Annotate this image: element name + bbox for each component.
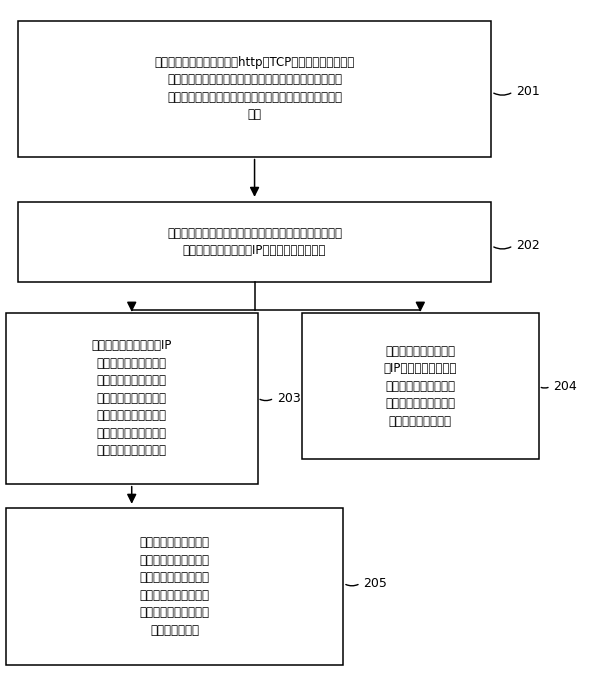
Text: 205: 205 bbox=[363, 577, 387, 590]
Text: 识别该移动终端中的访问请求，识别所述访问请求是否同
时包含所述移动终端的IP地址和所述传输端口: 识别该移动终端中的访问请求，识别所述访问请求是否同 时包含所述移动终端的IP地址… bbox=[167, 227, 342, 257]
FancyBboxPatch shape bbox=[18, 21, 491, 157]
Text: 在所述服务器响应该长
连接请求并建立长连接
后，将所述访问请求进
行协议适配处理通过所
述长连接发送至该服务
器进行数据通信: 在所述服务器响应该长 连接请求并建立长连接 后，将所述访问请求进 行协议适配处理… bbox=[140, 536, 210, 637]
Text: 203: 203 bbox=[277, 392, 301, 404]
FancyBboxPatch shape bbox=[302, 313, 539, 459]
Text: 对识别出同时包含所述IP
地址和传输端口的所述
访问请求启动对应的所
述本地联网服务，并生
成至少一个长连接请求
发送至与该本地联网服
务相关联的所述服务器: 对识别出同时包含所述IP 地址和传输端口的所述 访问请求启动对应的所 述本地联网… bbox=[92, 340, 172, 457]
Text: 监测移动终端中的多个基于http和TCP协议的访问请求，并
根据所述联网进程相关联的服务器针对所述移动终端所绑
定设置的传输端口在该移动终端中创建相匹配的本地联: 监测移动终端中的多个基于http和TCP协议的访问请求，并 根据所述联网进程相关… bbox=[155, 56, 355, 122]
Text: 201: 201 bbox=[516, 86, 540, 98]
Text: 204: 204 bbox=[554, 380, 577, 393]
FancyBboxPatch shape bbox=[6, 508, 343, 665]
Text: 对识别出不同时包含所
述IP地址和传输端口的
所述访问请求，启动所
述移动终端中的所述传
输端口进行数据通信: 对识别出不同时包含所 述IP地址和传输端口的 所述访问请求，启动所 述移动终端中… bbox=[384, 345, 457, 428]
Text: 202: 202 bbox=[516, 239, 540, 252]
FancyBboxPatch shape bbox=[18, 202, 491, 282]
FancyBboxPatch shape bbox=[6, 313, 258, 484]
